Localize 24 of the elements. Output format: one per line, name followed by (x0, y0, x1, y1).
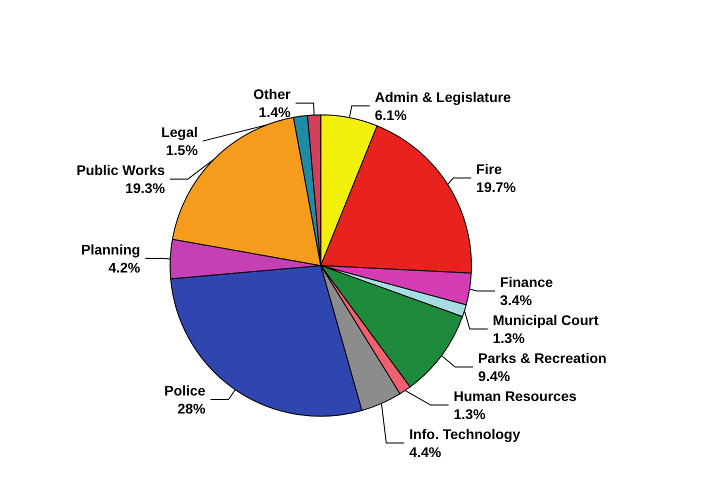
slice-label: Planning (81, 241, 140, 258)
data-label: 1.4% (258, 104, 292, 120)
slice-label: Police (164, 382, 206, 399)
slice-label: Admin & Legislature (374, 88, 512, 105)
data-label: 1.5% (166, 142, 198, 158)
data-label: 4.2% (108, 259, 141, 276)
data-label: 28% (177, 400, 206, 417)
slice-label: Legal (161, 124, 198, 140)
data-label: 19.3% (125, 180, 166, 196)
slice-label: Public Works (76, 162, 166, 178)
data-label: 19.7% (476, 178, 516, 195)
slice-label: Human Resources (454, 388, 577, 404)
data-label: 9.4% (478, 368, 511, 384)
slice-label: Parks & Recreation (478, 350, 607, 366)
data-label: 1.3% (454, 406, 486, 422)
slice-label: Fire (476, 160, 502, 177)
data-label: 3.4% (500, 292, 533, 308)
data-label: 6.1% (374, 106, 408, 123)
slice-label: Finance (500, 274, 554, 290)
data-label: 1.3% (492, 330, 526, 346)
data-label: 4.4% (409, 444, 442, 460)
slice-label: Municipal Court (492, 312, 599, 328)
slice-label: Other (253, 86, 292, 102)
slice-label: Info. Technology (409, 426, 520, 442)
